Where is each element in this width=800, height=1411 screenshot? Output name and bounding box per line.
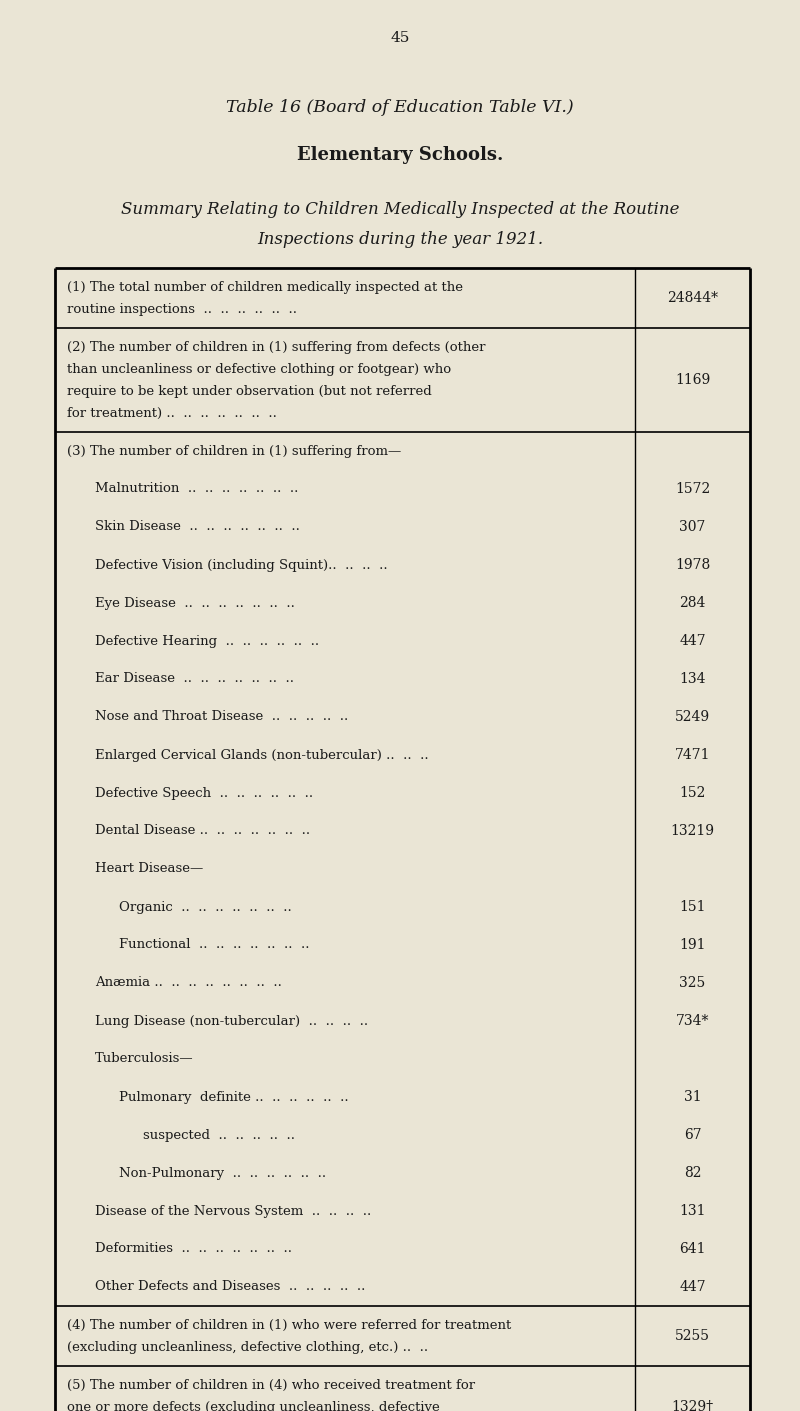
Text: Defective Speech  ..  ..  ..  ..  ..  ..: Defective Speech .. .. .. .. .. ..: [95, 786, 313, 800]
Text: Inspections during the year 1921.: Inspections during the year 1921.: [257, 231, 543, 248]
Text: 447: 447: [679, 634, 706, 648]
Text: 131: 131: [679, 1204, 706, 1218]
Text: Defective Hearing  ..  ..  ..  ..  ..  ..: Defective Hearing .. .. .. .. .. ..: [95, 635, 319, 648]
Text: Functional  ..  ..  ..  ..  ..  ..  ..: Functional .. .. .. .. .. .. ..: [119, 938, 310, 951]
Text: 13219: 13219: [670, 824, 714, 838]
Text: routine inspections  ..  ..  ..  ..  ..  ..: routine inspections .. .. .. .. .. ..: [67, 302, 297, 316]
Text: (5) The number of children in (4) who received treatment for: (5) The number of children in (4) who re…: [67, 1379, 475, 1391]
Text: 45: 45: [390, 31, 410, 45]
Text: Malnutrition  ..  ..  ..  ..  ..  ..  ..: Malnutrition .. .. .. .. .. .. ..: [95, 483, 298, 495]
Text: Elementary Schools.: Elementary Schools.: [297, 145, 503, 164]
Text: 5249: 5249: [675, 710, 710, 724]
Text: require to be kept under observation (but not referred: require to be kept under observation (bu…: [67, 385, 432, 398]
Text: Lung Disease (non-tubercular)  ..  ..  ..  ..: Lung Disease (non-tubercular) .. .. .. .…: [95, 1015, 368, 1027]
Text: suspected  ..  ..  ..  ..  ..: suspected .. .. .. .. ..: [143, 1129, 295, 1141]
Text: 1572: 1572: [675, 483, 710, 497]
Text: (excluding uncleanliness, defective clothing, etc.) ..  ..: (excluding uncleanliness, defective clot…: [67, 1340, 428, 1353]
Text: one or more defects (excluding uncleanliness, defective: one or more defects (excluding uncleanli…: [67, 1401, 440, 1411]
Text: Eye Disease  ..  ..  ..  ..  ..  ..  ..: Eye Disease .. .. .. .. .. .. ..: [95, 597, 295, 610]
Text: 1978: 1978: [675, 557, 710, 571]
Text: (1) The total number of children medically inspected at the: (1) The total number of children medical…: [67, 281, 463, 293]
Text: Dental Disease ..  ..  ..  ..  ..  ..  ..: Dental Disease .. .. .. .. .. .. ..: [95, 824, 310, 838]
Text: 284: 284: [679, 595, 706, 610]
Text: Skin Disease  ..  ..  ..  ..  ..  ..  ..: Skin Disease .. .. .. .. .. .. ..: [95, 521, 300, 533]
Text: for treatment) ..  ..  ..  ..  ..  ..  ..: for treatment) .. .. .. .. .. .. ..: [67, 406, 277, 419]
Text: Summary Relating to Children Medically Inspected at the Routine: Summary Relating to Children Medically I…: [121, 202, 679, 219]
Text: 134: 134: [679, 672, 706, 686]
Text: Defective Vision (including Squint)..  ..  ..  ..: Defective Vision (including Squint).. ..…: [95, 559, 388, 571]
Text: Ear Disease  ..  ..  ..  ..  ..  ..  ..: Ear Disease .. .. .. .. .. .. ..: [95, 673, 294, 686]
Text: 191: 191: [679, 938, 706, 952]
Text: Deformities  ..  ..  ..  ..  ..  ..  ..: Deformities .. .. .. .. .. .. ..: [95, 1243, 292, 1256]
Text: Nose and Throat Disease  ..  ..  ..  ..  ..: Nose and Throat Disease .. .. .. .. ..: [95, 711, 348, 724]
Text: 24844*: 24844*: [667, 291, 718, 305]
Text: Organic  ..  ..  ..  ..  ..  ..  ..: Organic .. .. .. .. .. .. ..: [119, 900, 292, 913]
Text: 1329†: 1329†: [671, 1400, 714, 1411]
Text: Anæmia ..  ..  ..  ..  ..  ..  ..  ..: Anæmia .. .. .. .. .. .. .. ..: [95, 976, 282, 989]
Text: than uncleanliness or defective clothing or footgear) who: than uncleanliness or defective clothing…: [67, 363, 451, 375]
Text: 1169: 1169: [675, 373, 710, 387]
Text: Tuberculosis—: Tuberculosis—: [95, 1053, 194, 1065]
Text: (2) The number of children in (1) suffering from defects (other: (2) The number of children in (1) suffer…: [67, 340, 486, 354]
Text: Disease of the Nervous System  ..  ..  ..  ..: Disease of the Nervous System .. .. .. .…: [95, 1205, 371, 1218]
Text: (3) The number of children in (1) suffering from—: (3) The number of children in (1) suffer…: [67, 444, 402, 457]
Text: 152: 152: [679, 786, 706, 800]
Text: Heart Disease—: Heart Disease—: [95, 862, 203, 875]
Text: Pulmonary  definite ..  ..  ..  ..  ..  ..: Pulmonary definite .. .. .. .. .. ..: [119, 1091, 349, 1103]
Text: Table 16 (Board of Education Table VI.): Table 16 (Board of Education Table VI.): [226, 100, 574, 117]
Text: 641: 641: [679, 1242, 706, 1256]
Text: 325: 325: [679, 976, 706, 991]
Text: Non-Pulmonary  ..  ..  ..  ..  ..  ..: Non-Pulmonary .. .. .. .. .. ..: [119, 1167, 326, 1180]
Text: 5255: 5255: [675, 1329, 710, 1343]
Text: 67: 67: [684, 1127, 702, 1141]
Text: (4) The number of children in (1) who were referred for treatment: (4) The number of children in (1) who we…: [67, 1318, 511, 1332]
Text: 151: 151: [679, 900, 706, 914]
Text: Other Defects and Diseases  ..  ..  ..  ..  ..: Other Defects and Diseases .. .. .. .. .…: [95, 1281, 366, 1294]
Text: 7471: 7471: [674, 748, 710, 762]
Text: 31: 31: [684, 1091, 702, 1103]
Text: 734*: 734*: [676, 1015, 709, 1029]
Text: 307: 307: [679, 521, 706, 533]
Text: Enlarged Cervical Glands (non-tubercular) ..  ..  ..: Enlarged Cervical Glands (non-tubercular…: [95, 748, 429, 762]
Text: 447: 447: [679, 1280, 706, 1294]
Text: 82: 82: [684, 1165, 702, 1180]
